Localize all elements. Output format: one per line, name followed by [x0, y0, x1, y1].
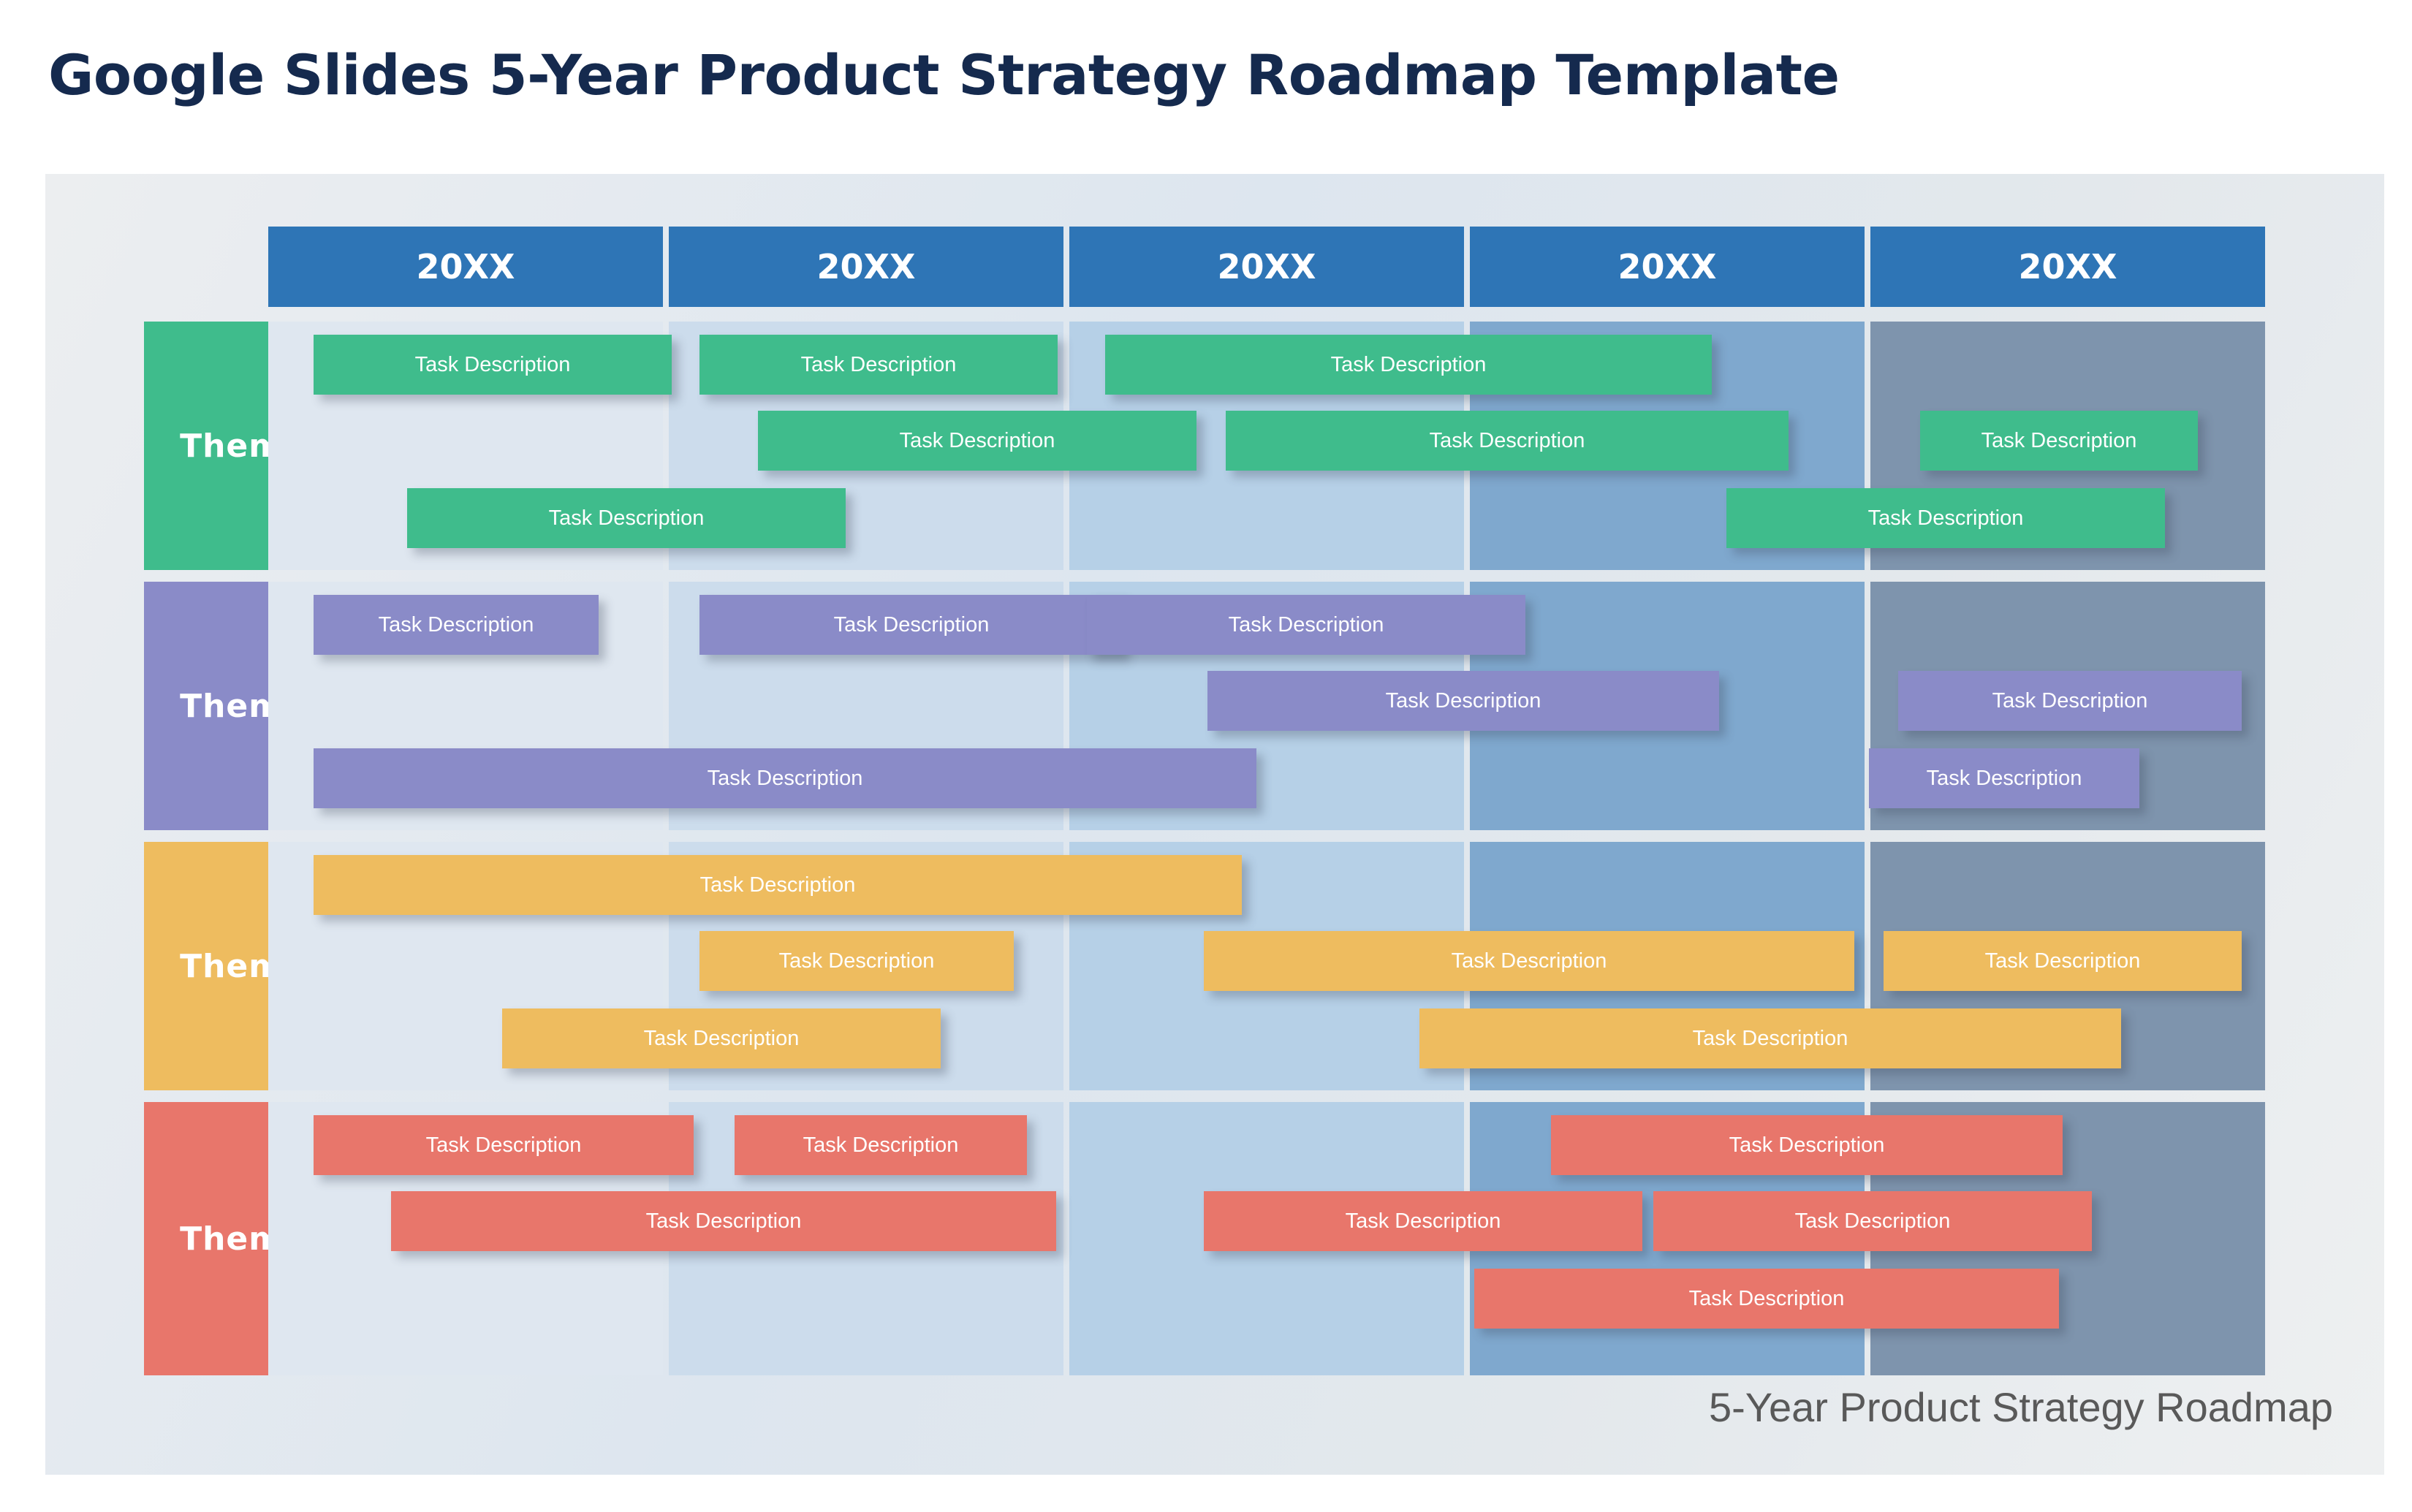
year-header-label: 20XX [1618, 247, 1717, 286]
task-bar[interactable]: Task Description [314, 748, 1256, 808]
task-bar[interactable]: Task Description [1474, 1269, 2059, 1329]
task-bar[interactable]: Task Description [314, 335, 672, 395]
task-bar-label: Task Description [1345, 1209, 1501, 1233]
year-header-1[interactable]: 20XX [268, 227, 663, 307]
year-header-4[interactable]: 20XX [1470, 227, 1865, 307]
task-bar-label: Task Description [1981, 428, 2137, 452]
year-header-label: 20XX [1217, 247, 1316, 286]
year-header-label: 20XX [816, 247, 916, 286]
task-bar-label: Task Description [800, 352, 957, 376]
task-bar[interactable]: Task Description [1869, 748, 2139, 808]
task-bar[interactable]: Task Description [314, 595, 599, 655]
task-bar-label: Task Description [1688, 1286, 1845, 1310]
task-bar[interactable]: Task Description [1204, 931, 1854, 991]
task-bar-label: Task Description [1992, 688, 2148, 713]
year-header-label: 20XX [416, 247, 515, 286]
task-bar[interactable]: Task Description [1653, 1191, 2092, 1251]
task-bar-label: Task Description [1867, 506, 2024, 530]
task-bar[interactable]: Task Description [314, 855, 1242, 915]
task-bar[interactable]: Task Description [314, 1115, 694, 1175]
task-bar-label: Task Description [833, 612, 990, 637]
task-bar-label: Task Description [1984, 949, 2141, 973]
task-bar[interactable]: Task Description [1419, 1008, 2121, 1068]
roadmap-grid: 20XX 20XX 20XX 20XX 20XX Theme 1 Task Descript… [144, 227, 2381, 1375]
task-bar-label: Task Description [1451, 949, 1607, 973]
task-bar-label: Task Description [645, 1209, 802, 1233]
task-bar[interactable]: Task Description [1726, 488, 2165, 548]
task-bar-label: Task Description [414, 352, 571, 376]
roadmap-footer-label: 5-Year Product Strategy Roadmap [1709, 1384, 2333, 1430]
task-bar[interactable]: Task Description [699, 595, 1123, 655]
task-bar[interactable]: Task Description [735, 1115, 1027, 1175]
task-bar-label: Task Description [778, 949, 935, 973]
task-bar[interactable]: Task Description [758, 411, 1196, 471]
task-bar[interactable]: Task Description [502, 1008, 941, 1068]
task-bar-label: Task Description [1926, 766, 2082, 790]
task-bar[interactable]: Task Description [391, 1191, 1056, 1251]
year-header-label: 20XX [2018, 247, 2117, 286]
task-bar-label: Task Description [707, 766, 863, 790]
page-title: Google Slides 5-Year Product Strategy Ro… [48, 42, 1840, 107]
task-bar[interactable]: Task Description [699, 931, 1014, 991]
task-bar-label: Task Description [1228, 612, 1384, 637]
task-bar-label: Task Description [699, 873, 856, 897]
task-bar[interactable]: Task Description [1207, 671, 1719, 731]
task-bar-label: Task Description [803, 1133, 959, 1157]
task-bar[interactable]: Task Description [1087, 595, 1525, 655]
task-bar[interactable]: Task Description [1898, 671, 2242, 731]
task-bar[interactable]: Task Description [1204, 1191, 1642, 1251]
task-bar[interactable]: Task Description [1105, 335, 1712, 395]
task-bar[interactable]: Task Description [407, 488, 846, 548]
task-bar-label: Task Description [425, 1133, 582, 1157]
task-bar[interactable]: Task Description [1226, 411, 1789, 471]
task-bar-label: Task Description [1330, 352, 1487, 376]
task-bar[interactable]: Task Description [699, 335, 1058, 395]
slide-canvas: 20XX 20XX 20XX 20XX 20XX Theme 1 Task Descript… [45, 174, 2384, 1475]
task-bar-label: Task Description [1729, 1133, 1885, 1157]
task-bar-label: Task Description [1692, 1026, 1848, 1050]
task-bar[interactable]: Task Description [1920, 411, 2198, 471]
task-bar-label: Task Description [1794, 1209, 1951, 1233]
year-header-5[interactable]: 20XX [1870, 227, 2265, 307]
task-bar-label: Task Description [1385, 688, 1541, 713]
task-bar[interactable]: Task Description [1551, 1115, 2063, 1175]
task-bar-label: Task Description [899, 428, 1055, 452]
task-bar[interactable]: Task Description [1884, 931, 2242, 991]
task-bar-label: Task Description [548, 506, 705, 530]
task-bar-label: Task Description [1429, 428, 1585, 452]
task-bar-label: Task Description [643, 1026, 800, 1050]
year-header-2[interactable]: 20XX [669, 227, 1063, 307]
task-bar-label: Task Description [378, 612, 534, 637]
year-header-3[interactable]: 20XX [1069, 227, 1464, 307]
